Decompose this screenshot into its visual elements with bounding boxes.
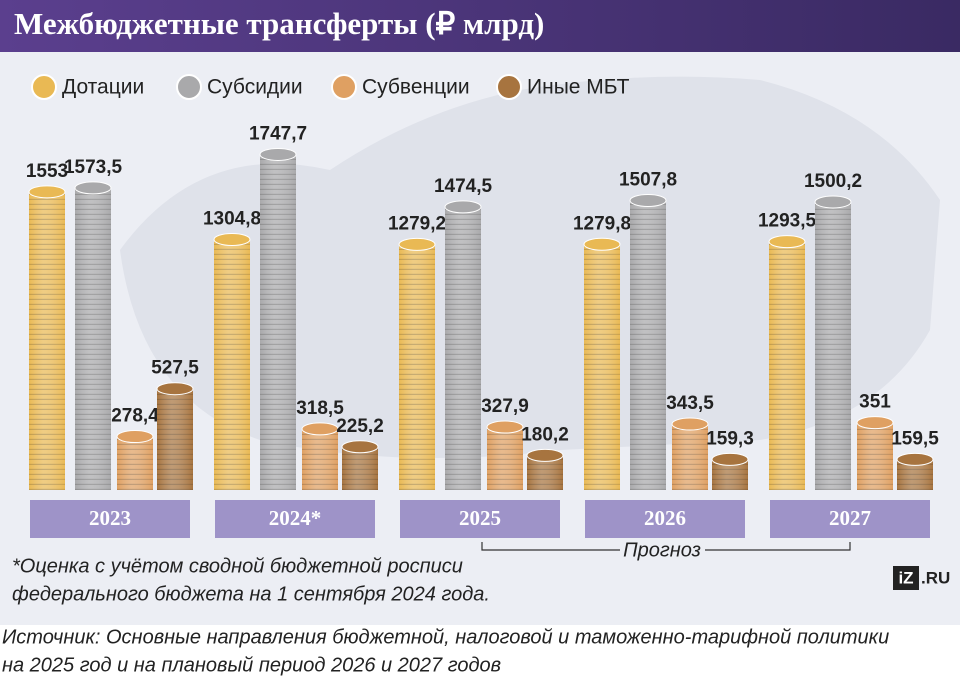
legend-swatch (496, 74, 522, 100)
value-label: 1747,7 (249, 123, 307, 144)
coin-top (341, 440, 379, 454)
value-label: 327,9 (481, 396, 529, 417)
category-box (770, 500, 930, 538)
bar-shade (672, 424, 708, 490)
title-bar (0, 0, 960, 52)
coin-top (583, 237, 621, 251)
value-label: 318,5 (296, 398, 344, 419)
bar-shade (260, 154, 296, 491)
coin-top (301, 422, 339, 436)
legend-label: Иные МБТ (527, 76, 630, 99)
coin-top (28, 185, 66, 199)
bar-shade (857, 422, 893, 490)
coin-top (671, 417, 709, 431)
coin-top (74, 181, 112, 195)
value-label: 527,5 (151, 358, 199, 379)
coin-top (213, 232, 251, 246)
bar-shade (399, 244, 435, 490)
bar-shade (29, 191, 65, 490)
value-label: 1304,8 (203, 208, 261, 229)
bar-shade (75, 187, 111, 490)
bar-shade (769, 241, 805, 490)
legend-label: Субсидии (207, 76, 303, 99)
chart-title: Межбюджетные трансферты (₽ млрд) (14, 6, 544, 41)
x-tick-label: 2026 (644, 506, 686, 530)
coin-top (526, 448, 564, 462)
value-label: 1507,8 (619, 170, 677, 191)
coin-top (156, 382, 194, 396)
value-label: 1500,2 (804, 171, 862, 192)
coin-top (856, 416, 894, 430)
value-label: 1293,5 (758, 211, 817, 232)
coin-top (629, 194, 667, 208)
bar-shade (584, 244, 620, 490)
logo-box (893, 566, 919, 590)
value-label: 1474,5 (434, 176, 493, 197)
source-area (0, 625, 960, 681)
bar-shade (342, 446, 378, 490)
source: Источник: Основные направления бюджетной… (2, 626, 889, 648)
coin-top (116, 430, 154, 444)
value-label: 159,3 (706, 428, 754, 449)
bar-shade (445, 206, 481, 490)
bar-shade (630, 200, 666, 491)
category-box (30, 500, 190, 538)
value-label: 1279,8 (573, 213, 631, 234)
footnote: федерального бюджета на 1 сентября 2024 … (12, 583, 490, 605)
coin-top (896, 452, 934, 466)
category-box (400, 500, 560, 538)
coin-top (814, 195, 852, 209)
x-tick-label: 2025 (459, 506, 501, 530)
map-silhouette (120, 76, 940, 459)
logo: .RU (921, 568, 950, 587)
category-box (585, 500, 745, 538)
coin-top (711, 452, 749, 466)
source: на 2025 год и на плановый период 2026 и … (2, 654, 501, 676)
coin-top (398, 237, 436, 251)
coin-top (444, 200, 482, 214)
bar-shade (117, 436, 153, 490)
x-tick-label: 2024* (269, 506, 322, 530)
bar-shade (302, 428, 338, 490)
value-label: 278,4 (111, 406, 159, 427)
x-tick-label: 2023 (89, 506, 131, 530)
legend-swatch (176, 74, 202, 100)
coin-top (486, 420, 524, 434)
legend-swatch (31, 74, 57, 100)
bar-shade (487, 427, 523, 490)
value-label: 225,2 (336, 416, 384, 437)
bar-shade (157, 388, 193, 490)
legend-label: Дотации (62, 76, 144, 99)
coin-top (768, 235, 806, 249)
value-label: 1553 (26, 161, 68, 182)
value-label: 1573,5 (64, 157, 123, 178)
value-label: 180,2 (521, 424, 569, 445)
coin-top (259, 147, 297, 161)
bar-shade (815, 201, 851, 490)
bar-shade (214, 239, 250, 490)
forecast-bracket (481, 542, 851, 551)
value-label: 1279,2 (388, 213, 446, 234)
legend-label: Субвенции (362, 76, 470, 99)
category-box (215, 500, 375, 538)
legend-swatch (331, 74, 357, 100)
footnote: *Оценка с учётом сводной бюджетной роспи… (12, 555, 463, 577)
logo: iZ (898, 568, 913, 587)
x-tick-label: 2027 (829, 506, 871, 530)
value-label: 343,5 (666, 393, 714, 414)
value-label: 351 (859, 392, 891, 413)
forecast-label: Прогноз (623, 539, 701, 561)
value-label: 159,5 (891, 428, 939, 449)
